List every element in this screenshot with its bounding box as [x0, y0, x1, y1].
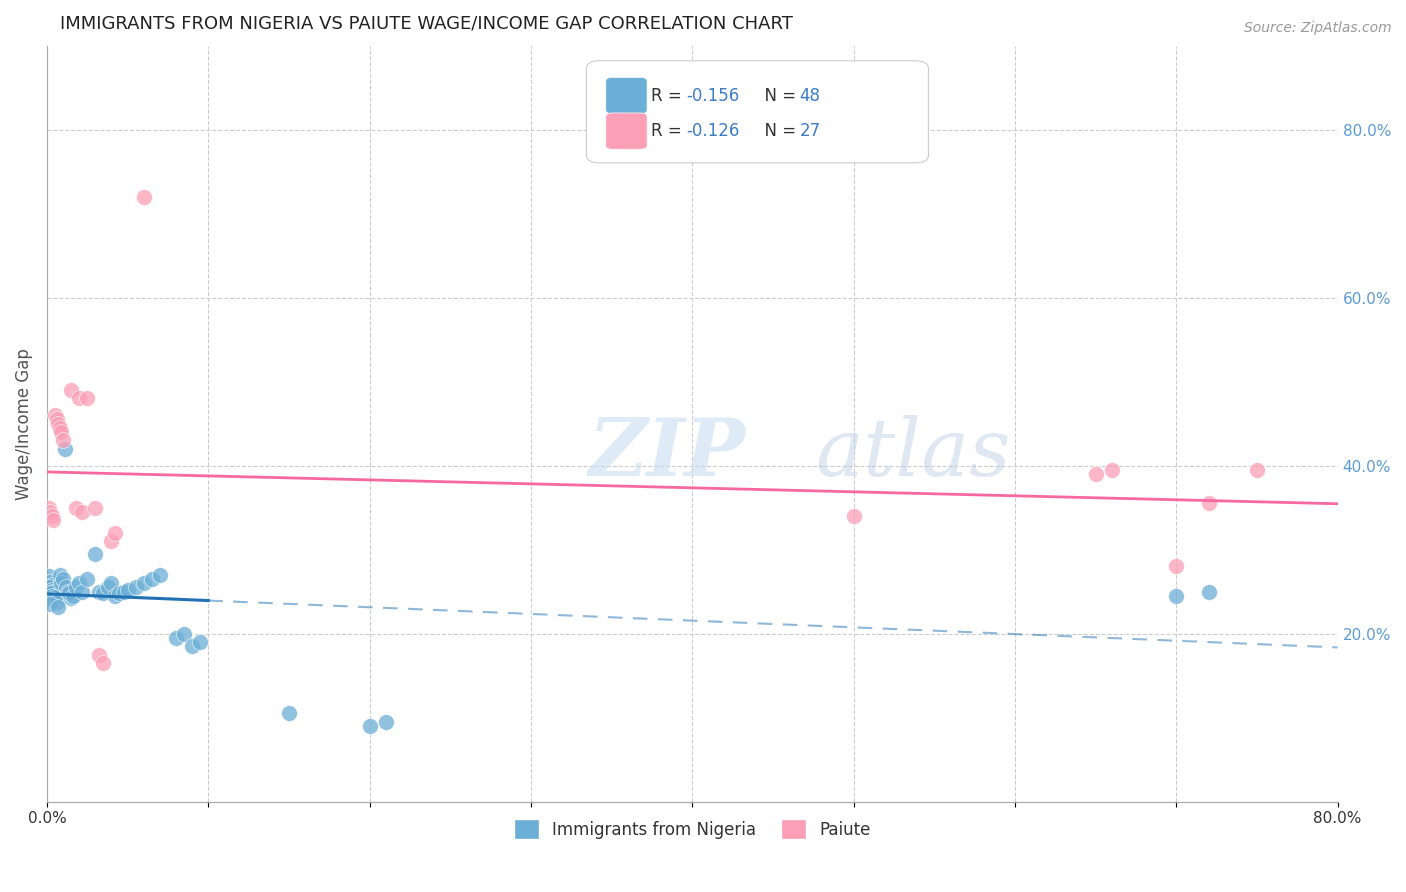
Point: [52, 434, 75, 448]
Point: [67, 576, 90, 591]
Point: [60, 383, 83, 397]
Point: [165, 631, 187, 645]
Text: -0.126: -0.126: [686, 122, 740, 140]
Point: [1198, 584, 1220, 599]
Point: [188, 635, 211, 649]
Text: IMMIGRANTS FROM NIGERIA VS PAIUTE WAGE/INCOME GAP CORRELATION CHART: IMMIGRANTS FROM NIGERIA VS PAIUTE WAGE/I…: [60, 15, 793, 33]
Point: [87, 648, 110, 662]
Point: [132, 190, 155, 204]
Text: N =: N =: [754, 122, 801, 140]
Point: [39, 505, 62, 519]
Point: [39, 597, 62, 611]
Text: 48: 48: [800, 87, 820, 104]
Point: [104, 525, 127, 540]
Point: [44, 408, 66, 422]
Point: [93, 656, 115, 670]
Point: [51, 576, 73, 591]
Point: [1198, 496, 1220, 510]
Point: [149, 567, 172, 582]
Point: [1084, 467, 1107, 481]
Point: [67, 392, 90, 406]
Text: R =: R =: [651, 87, 688, 104]
Point: [65, 500, 87, 515]
Point: [84, 547, 107, 561]
Legend: Immigrants from Nigeria, Paiute: Immigrants from Nigeria, Paiute: [508, 813, 877, 847]
Point: [37, 500, 59, 515]
Point: [277, 706, 299, 721]
Point: [374, 714, 396, 729]
Point: [1166, 589, 1188, 603]
Point: [141, 572, 163, 586]
Point: [53, 442, 76, 456]
Point: [41, 589, 63, 603]
Point: [117, 582, 139, 597]
Point: [51, 425, 73, 439]
Point: [173, 626, 195, 640]
Point: [842, 508, 865, 523]
Point: [37, 569, 59, 583]
Y-axis label: Wage/Income Gap: Wage/Income Gap: [15, 348, 32, 500]
Point: [55, 581, 77, 595]
Point: [1101, 463, 1123, 477]
Point: [359, 719, 381, 733]
Point: [108, 586, 131, 600]
Point: [49, 567, 72, 582]
Text: -0.156: -0.156: [686, 87, 740, 104]
FancyBboxPatch shape: [606, 113, 647, 149]
Point: [124, 581, 146, 595]
Point: [56, 584, 79, 599]
Point: [76, 572, 98, 586]
Point: [100, 534, 122, 549]
Point: [39, 586, 62, 600]
Point: [60, 591, 83, 606]
Point: [72, 505, 94, 519]
Point: [112, 584, 135, 599]
Point: [49, 421, 72, 435]
Point: [42, 584, 65, 599]
Point: [100, 576, 122, 591]
Text: ZIP: ZIP: [589, 415, 745, 492]
Point: [1246, 463, 1268, 477]
Point: [41, 582, 63, 597]
Point: [1166, 559, 1188, 574]
Point: [46, 599, 69, 614]
FancyBboxPatch shape: [586, 61, 928, 163]
Point: [41, 578, 63, 592]
Text: R =: R =: [651, 122, 688, 140]
Point: [93, 586, 115, 600]
Point: [181, 639, 204, 653]
Point: [87, 584, 110, 599]
Point: [65, 581, 87, 595]
Point: [62, 589, 84, 603]
FancyBboxPatch shape: [606, 78, 647, 113]
Point: [42, 593, 65, 607]
Point: [46, 417, 69, 431]
Text: 27: 27: [800, 122, 821, 140]
Point: [76, 392, 98, 406]
Point: [132, 576, 155, 591]
Text: N =: N =: [754, 87, 801, 104]
Point: [45, 412, 67, 426]
Point: [39, 574, 62, 589]
Point: [58, 586, 80, 600]
Text: Source: ZipAtlas.com: Source: ZipAtlas.com: [1244, 21, 1392, 35]
Point: [41, 508, 63, 523]
Point: [45, 595, 67, 609]
Point: [104, 589, 127, 603]
Point: [72, 584, 94, 599]
Point: [44, 591, 66, 605]
Point: [37, 581, 59, 595]
Point: [84, 500, 107, 515]
Text: atlas: atlas: [815, 415, 1011, 492]
Point: [42, 513, 65, 527]
Point: [97, 581, 120, 595]
Point: [52, 572, 75, 586]
